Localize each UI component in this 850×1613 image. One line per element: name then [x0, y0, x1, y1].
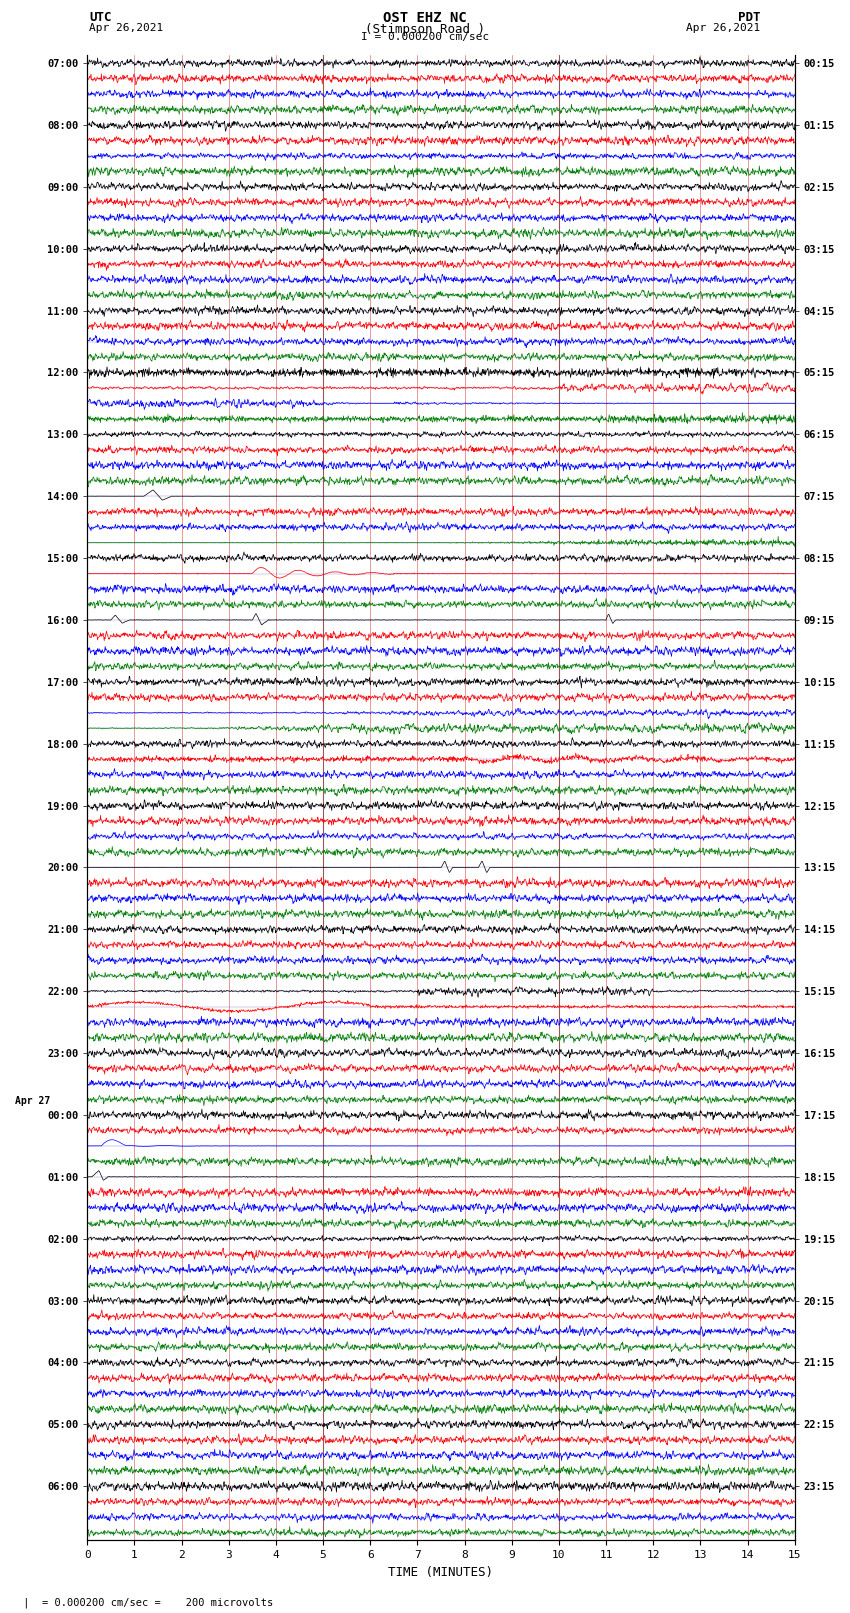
Text: I = 0.000200 cm/sec: I = 0.000200 cm/sec [361, 32, 489, 42]
X-axis label: TIME (MINUTES): TIME (MINUTES) [388, 1566, 494, 1579]
Text: |  = 0.000200 cm/sec =    200 microvolts: | = 0.000200 cm/sec = 200 microvolts [17, 1597, 273, 1608]
Text: UTC: UTC [89, 11, 111, 24]
Text: Apr 26,2021: Apr 26,2021 [687, 23, 761, 32]
Text: Apr 26,2021: Apr 26,2021 [89, 23, 163, 32]
Text: (Stimpson Road ): (Stimpson Road ) [365, 23, 485, 35]
Text: Apr 27: Apr 27 [15, 1095, 50, 1107]
Text: OST EHZ NC: OST EHZ NC [383, 11, 467, 26]
Text: PDT: PDT [739, 11, 761, 24]
